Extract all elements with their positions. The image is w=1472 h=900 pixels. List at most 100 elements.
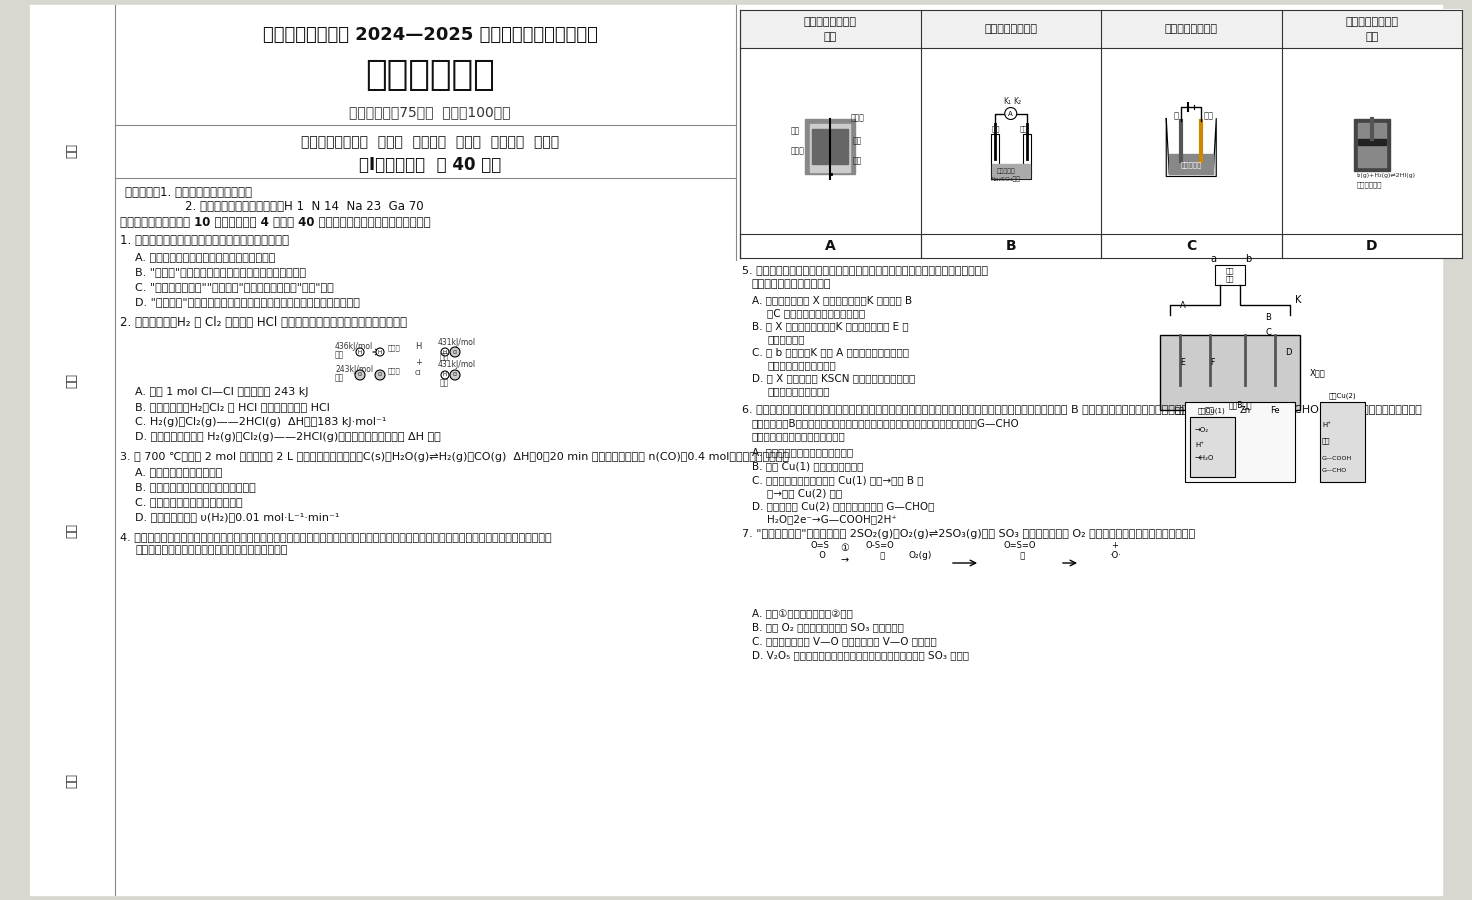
Text: Cl: Cl [358, 373, 362, 377]
Text: C. 外电路电子的方向：纳米 Cu(1) 电极→胰岛 B 细: C. 外电路电子的方向：纳米 Cu(1) 电极→胰岛 B 细 [752, 475, 923, 485]
Text: 436kJ/mol: 436kJ/mol [336, 342, 374, 351]
Text: 高二化学试题: 高二化学试题 [365, 58, 495, 92]
Text: K₁: K₁ [1002, 96, 1011, 105]
Text: F: F [1210, 358, 1214, 367]
Text: 7. "接触法制硫酸"的关键反应是 2SO₂(g)＋O₂(g)⇌2SO₃(g)，因 SO₃ 在催化剂表面与 O₂ 接触而得名，反应过程示意图如下：: 7. "接触法制硫酸"的关键反应是 2SO₂(g)＋O₂(g)⇌2SO₃(g)，… [742, 529, 1195, 539]
Bar [992, 164, 1030, 177]
Text: 中和反应的反应热: 中和反应的反应热 [804, 17, 857, 27]
Text: 能量: 能量 [336, 373, 344, 382]
Text: D. "嫦娥五号"探测器中配置砷化镓太阳能电池，将太阳能直接转化为电能: D. "嫦娥五号"探测器中配置砷化镓太阳能电池，将太阳能直接转化为电能 [135, 297, 359, 307]
Text: D: D [1285, 348, 1291, 357]
Text: 纳米Cu(2): 纳米Cu(2) [1328, 392, 1356, 399]
Bar [740, 10, 1462, 48]
Text: H₂O－2e⁻→G—COOH＋2H⁺: H₂O－2e⁻→G—COOH＋2H⁺ [767, 514, 896, 524]
Text: A. 反应①的活化能比反应②的高: A. 反应①的活化能比反应②的高 [752, 608, 852, 618]
Text: H⁺: H⁺ [1322, 422, 1331, 428]
Text: B: B [1005, 239, 1016, 253]
Text: H: H [443, 373, 447, 377]
Text: B. 压缩体积可提高水蒸气的平衡转化率: B. 压缩体积可提高水蒸气的平衡转化率 [135, 482, 256, 492]
Text: Na₂SO₄溶液: Na₂SO₄溶液 [991, 176, 1020, 182]
Text: 3. 在 700 ℃时，将 2 mol 水蒸气通入 2 L 密闭容器中发生反应：C(s)＋H₂O(g)⇌H₂(g)＋CO(g)  ΔH＞0，20 min 时达到: 3. 在 700 ℃时，将 2 mol 水蒸气通入 2 L 密闭容器中发生反应：… [121, 452, 789, 462]
Text: G—COOH: G—COOH [1322, 456, 1353, 461]
Text: 杯盖: 杯盖 [852, 137, 861, 146]
Circle shape [375, 348, 384, 356]
Text: 称为外加电流阴极保护法: 称为外加电流阴极保护法 [767, 360, 836, 370]
Text: 能量: 能量 [336, 350, 344, 359]
Text: X溶液: X溶液 [1310, 368, 1326, 377]
Text: 影响: 影响 [1365, 32, 1378, 42]
Text: 制作简单燃料电池: 制作简单燃料电池 [985, 24, 1038, 34]
Text: 腐蚀或防腐的观察效果: 腐蚀或防腐的观察效果 [767, 386, 830, 396]
Text: B. "保暖贴"工作过程中，主要利用了原电池的工作原理: B. "保暖贴"工作过程中，主要利用了原电池的工作原理 [135, 267, 306, 277]
Text: D. 若 X 溶液中含有 KSCN 溶液，可有效提升铁棒: D. 若 X 溶液中含有 KSCN 溶液，可有效提升铁棒 [752, 373, 916, 383]
Text: 石墨: 石墨 [1206, 406, 1214, 415]
Text: 键断裂: 键断裂 [389, 367, 400, 374]
Bar [805, 119, 855, 174]
Bar [740, 10, 1462, 258]
Text: H⁺: H⁺ [1195, 442, 1204, 448]
Circle shape [356, 348, 364, 356]
Text: G—CHO: G—CHO [1322, 468, 1347, 473]
Text: A. 反应在低温下可自发进行: A. 反应在低温下可自发进行 [135, 467, 222, 477]
Text: O=S=O
  慢: O=S=O 慢 [1004, 541, 1036, 560]
Text: a: a [1210, 254, 1216, 264]
Text: 能量: 能量 [440, 378, 449, 387]
Text: 液有酸酸的: 液有酸酸的 [997, 168, 1016, 174]
Text: 探究压强对平衡的: 探究压强对平衡的 [1345, 17, 1398, 27]
Text: b: b [1245, 254, 1251, 264]
FancyBboxPatch shape [1160, 335, 1300, 410]
Text: 达到平衡状态: 达到平衡状态 [1357, 182, 1382, 188]
Text: C. 若 b 为负极，K 连接 A 时，铁棒防腐蚀的方式: C. 若 b 为负极，K 连接 A 时，铁棒防腐蚀的方式 [752, 347, 910, 357]
Text: ①
→: ① → [841, 544, 849, 565]
Polygon shape [1166, 119, 1216, 176]
Text: 姓名: 姓名 [65, 373, 78, 388]
Text: 铜: 铜 [1173, 112, 1178, 121]
Text: 2. 一定条件下，H₂ 和 Cl₂ 反应生成 HCl 的能量变化如图所示，下列说法正确的是: 2. 一定条件下，H₂ 和 Cl₂ 反应生成 HCl 的能量变化如图所示，下列说… [121, 316, 406, 328]
Text: 学校: 学校 [65, 772, 78, 788]
Text: 温度计: 温度计 [851, 113, 864, 122]
Bar [1214, 265, 1245, 285]
Text: A. 相同条件下，若 X 溶液为食盐水，K 分别连接 B: A. 相同条件下，若 X 溶液为食盐水，K 分别连接 B [752, 295, 913, 305]
Text: C. H₂(g)＋Cl₂(g)——2HCl(g)  ΔH＝－183 kJ·mol⁻¹: C. H₂(g)＋Cl₂(g)——2HCl(g) ΔH＝－183 kJ·mol⁻… [135, 417, 386, 427]
Text: 石墨: 石墨 [1175, 406, 1185, 415]
Text: C: C [1186, 239, 1197, 253]
Text: A. 血糖正常时，该燃料电池不工作: A. 血糖正常时，该燃料电池不工作 [752, 447, 854, 457]
Text: D: D [1366, 239, 1378, 253]
Text: D. 同温同压下，反应 H₂(g)＋Cl₂(g)——2HCl(g)在光照和点燃条件下的 ΔH 不同: D. 同温同压下，反应 H₂(g)＋Cl₂(g)——2HCl(g)在光照和点燃条… [135, 432, 440, 442]
Bar [991, 170, 1030, 178]
Text: 431kJ/mol: 431kJ/mol [439, 360, 475, 369]
Text: 测定: 测定 [824, 32, 838, 42]
Text: Fe: Fe [1270, 406, 1279, 415]
Text: 胞→纳米 Cu(2) 电极: 胞→纳米 Cu(2) 电极 [767, 488, 842, 498]
Text: 石墨: 石墨 [1020, 125, 1029, 132]
Text: 、C 时，前者铁棒的腐蚀速率更快: 、C 时，前者铁棒的腐蚀速率更快 [767, 308, 866, 318]
Bar [991, 133, 998, 174]
Text: 考号: 考号 [65, 142, 78, 157]
Text: B. 增大 O₂ 的浓度能明显增大 SO₃ 的生成速率: B. 增大 O₂ 的浓度能明显增大 SO₃ 的生成速率 [752, 622, 904, 632]
Circle shape [375, 370, 386, 380]
Circle shape [450, 347, 459, 357]
Text: 班级: 班级 [65, 523, 78, 537]
Text: C. "消香不怕巷子深""花香四溢"都体现了生活中的"扩增"原理: C. "消香不怕巷子深""花香四溢"都体现了生活中的"扩增"原理 [135, 282, 334, 292]
Text: I₂(g)+H₂(g)⇌2HI(g): I₂(g)+H₂(g)⇌2HI(g) [1357, 173, 1416, 177]
Text: H: H [358, 349, 362, 355]
Text: Cl: Cl [452, 373, 458, 377]
Text: 2. 可能用到的相对原子质量：H 1  N 14  Na 23  Ga 70: 2. 可能用到的相对原子质量：H 1 N 14 Na 23 Ga 70 [140, 201, 424, 213]
Text: 龙岩市一级校联盟 2024—2025 学年第一学期半期考联考: 龙岩市一级校联盟 2024—2025 学年第一学期半期考联考 [262, 26, 598, 44]
Text: B. 一定条件下，H₂、Cl₂ 和 HCl 中，最稳定的为 HCl: B. 一定条件下，H₂、Cl₂ 和 HCl 中，最稳定的为 HCl [135, 402, 330, 412]
Text: 表面铁锈最多: 表面铁锈最多 [767, 334, 805, 344]
Text: 外壳: 外壳 [852, 157, 861, 166]
Text: H: H [378, 349, 383, 355]
Text: 原理，下列说法不正确的是: 原理，下列说法不正确的是 [752, 279, 832, 289]
Text: Cl: Cl [378, 373, 383, 377]
Circle shape [1005, 107, 1017, 120]
Text: +
·O·: + ·O· [1108, 541, 1122, 560]
Text: B. 若 X 溶液为模拟海水，K 未闭合时铁棒上 E 点: B. 若 X 溶液为模拟海水，K 未闭合时铁棒上 E 点 [752, 321, 908, 331]
Text: A. 形成 1 mol Cl—Cl 键吸收能量 243 kJ: A. 形成 1 mol Cl—Cl 键吸收能量 243 kJ [135, 387, 309, 397]
Text: →O₂: →O₂ [1195, 427, 1209, 433]
Text: 第Ⅰ卷（选择题  共 40 分）: 第Ⅰ卷（选择题 共 40 分） [359, 156, 500, 174]
Text: 代表葡萄糖）。下列说法错误的是: 代表葡萄糖）。下列说法错误的是 [752, 431, 846, 441]
Text: A: A [1008, 111, 1013, 116]
Text: O-S=O
  快: O-S=O 快 [866, 541, 895, 560]
Text: 过程的原理。下列有关化学图像表现的内容正确的是: 过程的原理。下列有关化学图像表现的内容正确的是 [135, 545, 287, 555]
